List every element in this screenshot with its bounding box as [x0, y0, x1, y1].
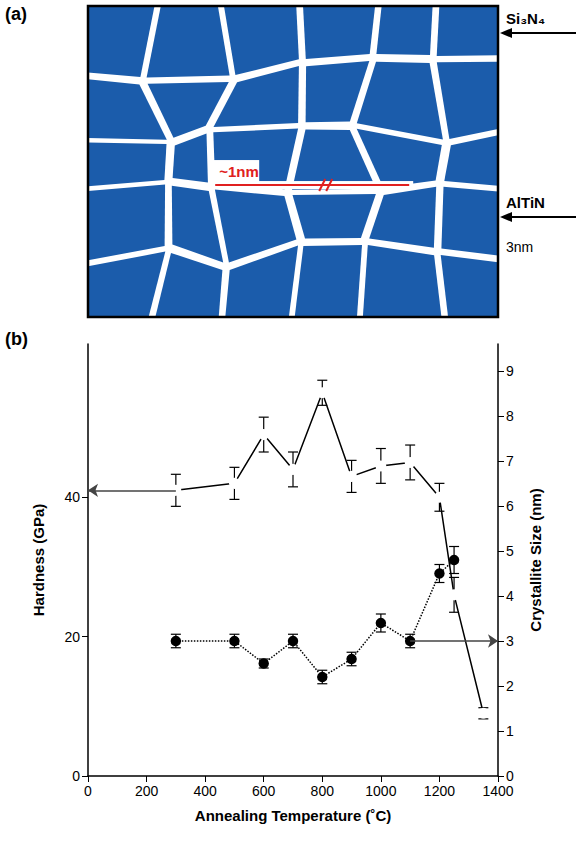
svg-text:AlTiN: AlTiN: [506, 194, 545, 211]
svg-text:20: 20: [64, 629, 80, 645]
svg-text:1200: 1200: [424, 783, 455, 799]
svg-text:0: 0: [72, 768, 80, 784]
svg-text:400: 400: [193, 783, 217, 799]
svg-text:3nm: 3nm: [506, 239, 533, 255]
svg-text:6: 6: [506, 498, 514, 514]
svg-text:5: 5: [506, 543, 514, 559]
svg-text:200: 200: [135, 783, 159, 799]
svg-text:3: 3: [506, 633, 514, 649]
svg-text:4: 4: [506, 588, 514, 604]
svg-text:Crystallite Size (nm): Crystallite Size (nm): [527, 488, 544, 631]
svg-text:Si₃N₄: Si₃N₄: [506, 10, 545, 27]
svg-text:7: 7: [506, 453, 514, 469]
svg-text:1: 1: [506, 723, 514, 739]
svg-text:Hardness (GPa): Hardness (GPa): [30, 504, 47, 617]
svg-text:2: 2: [506, 678, 514, 694]
svg-text:8: 8: [506, 408, 514, 424]
svg-text:(b): (b): [5, 329, 28, 349]
svg-text:600: 600: [252, 783, 276, 799]
svg-text:~1nm: ~1nm: [219, 163, 259, 180]
svg-text:0: 0: [506, 768, 514, 784]
svg-text:9: 9: [506, 363, 514, 379]
svg-text:800: 800: [311, 783, 335, 799]
svg-text:1400: 1400: [482, 783, 513, 799]
svg-text:40: 40: [64, 489, 80, 505]
svg-text:Annealing Temperature (˚C): Annealing Temperature (˚C): [195, 807, 391, 824]
svg-text:(a): (a): [5, 4, 27, 24]
svg-text:0: 0: [84, 783, 92, 799]
svg-text:1000: 1000: [365, 783, 396, 799]
